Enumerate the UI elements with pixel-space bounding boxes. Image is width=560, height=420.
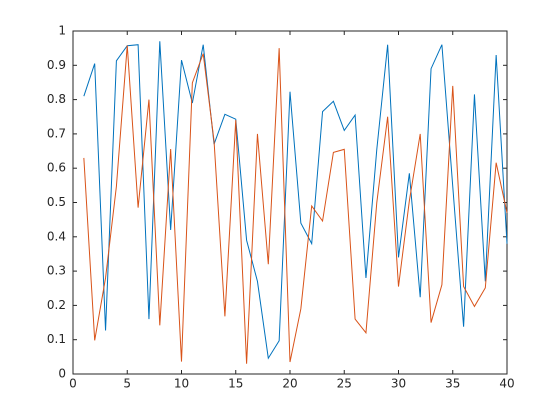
y-tick-label: 0.2	[47, 298, 66, 312]
y-tick-label: 0.4	[47, 229, 66, 243]
y-tick-label: 1	[58, 24, 66, 38]
y-tick-label: 0.8	[47, 92, 66, 106]
x-tick-label: 35	[445, 377, 460, 391]
x-tick-label: 0	[69, 377, 77, 391]
x-tick-label: 25	[337, 377, 352, 391]
x-tick-label: 40	[499, 377, 514, 391]
plot-area	[72, 30, 508, 375]
x-tick-label: 15	[228, 377, 243, 391]
x-tick-label: 10	[174, 377, 189, 391]
y-tick-label: 0.5	[47, 195, 66, 209]
y-tick-label: 0.6	[47, 161, 66, 175]
x-tick-label: 30	[391, 377, 406, 391]
x-tick-label: 20	[282, 377, 297, 391]
y-tick-label: 0.7	[47, 126, 66, 140]
y-tick-label: 0	[58, 367, 66, 381]
y-tick-label: 0.1	[47, 332, 66, 346]
y-tick-label: 0.9	[47, 58, 66, 72]
y-tick-label: 0.3	[47, 264, 66, 278]
line-series	[83, 41, 508, 360]
x-tick-label: 5	[123, 377, 131, 391]
line-series	[83, 45, 508, 364]
